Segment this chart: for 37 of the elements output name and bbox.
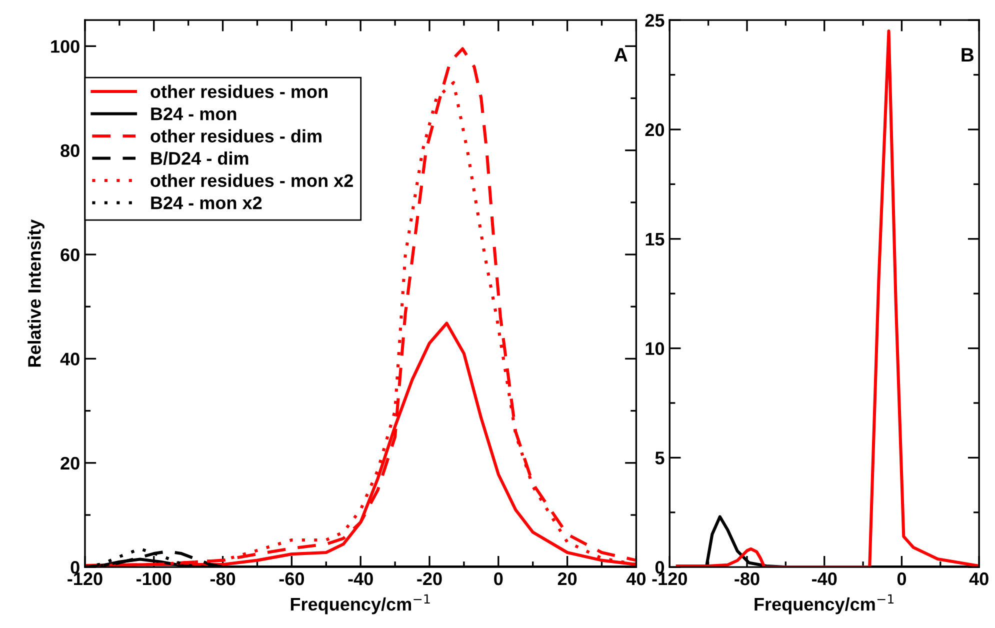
x-axis-title: Frequency/cm$^{−1}$ <box>290 594 430 614</box>
x-tick-label: -40 <box>348 572 373 586</box>
annotation: B <box>962 48 974 62</box>
y-tick-label: 80 <box>60 144 80 158</box>
x-tick-label: -40 <box>812 572 837 586</box>
x-tick-label: 20 <box>558 572 577 586</box>
annotation: A <box>614 48 628 62</box>
y-tick-label: 60 <box>60 248 80 262</box>
x-tick-label: -80 <box>734 572 760 586</box>
legend-label: other residues - mon <box>150 84 328 98</box>
legend-label: B/D24 - dim <box>151 151 248 165</box>
y-tick-label: 40 <box>60 352 80 366</box>
legend-label: B24 - mon <box>151 107 236 120</box>
y-axis-title: Relative Intensity <box>28 219 44 367</box>
x-tick-label: -100 <box>136 572 172 586</box>
y-tick-label: 0 <box>70 561 80 574</box>
x-tick-label: -120 <box>68 572 102 586</box>
legend-label: other residues - mon x2 <box>150 174 353 188</box>
y-tick-label: 100 <box>51 40 80 53</box>
x-tick-label: -80 <box>210 572 236 586</box>
x-tick-label: 0 <box>494 572 503 586</box>
y-tick-label: 15 <box>646 233 664 246</box>
y-tick-label: 20 <box>60 456 80 470</box>
x-tick-label: -20 <box>417 572 442 586</box>
legend-label: other residues - dim <box>150 129 322 143</box>
x-tick-label: -60 <box>279 572 304 586</box>
y-tick-label: 5 <box>655 452 664 464</box>
y-tick-label: 20 <box>645 123 664 136</box>
x-tick-label: 40 <box>626 572 646 586</box>
legend-label: B24 - mon x2 <box>151 196 262 210</box>
y-tick-label: 10 <box>646 342 664 356</box>
x-tick-label: 0 <box>897 572 906 586</box>
y-tick-label: 0 <box>655 561 664 574</box>
x-tick-label: -120 <box>652 572 687 586</box>
x-axis-title: Frequency/cm$^{−1}$ <box>754 594 894 614</box>
y-tick-label: 25 <box>645 14 664 27</box>
x-tick-label: 40 <box>969 572 988 586</box>
